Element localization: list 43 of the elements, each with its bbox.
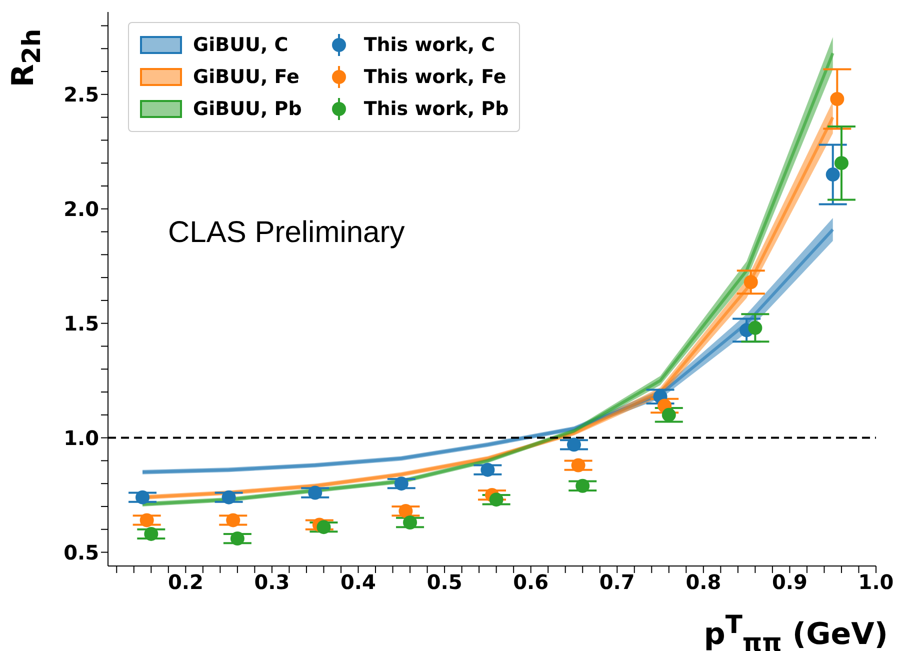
annotation: CLAS Preliminary: [168, 216, 405, 250]
legend-label: GiBUU, C: [193, 34, 288, 56]
y-tick-label: 1.0: [64, 426, 99, 450]
point: [480, 462, 495, 477]
point: [403, 516, 418, 530]
legend-label: This work, Fe: [364, 66, 506, 88]
y-tick-label: 2.0: [64, 196, 99, 221]
point: [744, 275, 758, 290]
point: [394, 476, 408, 491]
point: [748, 320, 762, 335]
x-tick-label: 0.8: [686, 570, 722, 594]
point: [398, 504, 413, 518]
point: [136, 490, 150, 504]
x-tick-label: 0.9: [772, 570, 808, 594]
x-tick-label: 0.7: [599, 570, 635, 594]
y-tick-label: 2.5: [64, 82, 99, 107]
point: [140, 513, 154, 528]
point: [308, 486, 322, 500]
point: [222, 490, 236, 504]
x-tick-label: 0.3: [254, 570, 290, 594]
point: [571, 458, 586, 472]
x-tick-label: 0.2: [168, 570, 204, 594]
x-tick-label: 1.0: [858, 570, 894, 594]
point: [489, 492, 504, 507]
point: [826, 168, 840, 182]
point: [230, 532, 244, 546]
x-tick-label: 0.5: [426, 570, 462, 594]
point: [834, 156, 848, 170]
legend-label: GiBUU, Pb: [193, 98, 302, 120]
legend-label: This work, Pb: [364, 98, 509, 120]
y-tick-label: 1.5: [64, 311, 99, 336]
x-tick-label: 0.6: [513, 570, 549, 594]
point: [830, 92, 844, 106]
y-tick-label: 0.5: [64, 540, 99, 564]
x-tick-label: 0.4: [340, 570, 376, 594]
point: [316, 520, 331, 534]
point: [566, 438, 581, 452]
point: [144, 526, 158, 541]
legend-label: GiBUU, Fe: [193, 66, 300, 88]
point: [662, 408, 676, 422]
legend-label: This work, C: [364, 34, 496, 56]
point: [226, 513, 240, 528]
point: [576, 478, 590, 493]
